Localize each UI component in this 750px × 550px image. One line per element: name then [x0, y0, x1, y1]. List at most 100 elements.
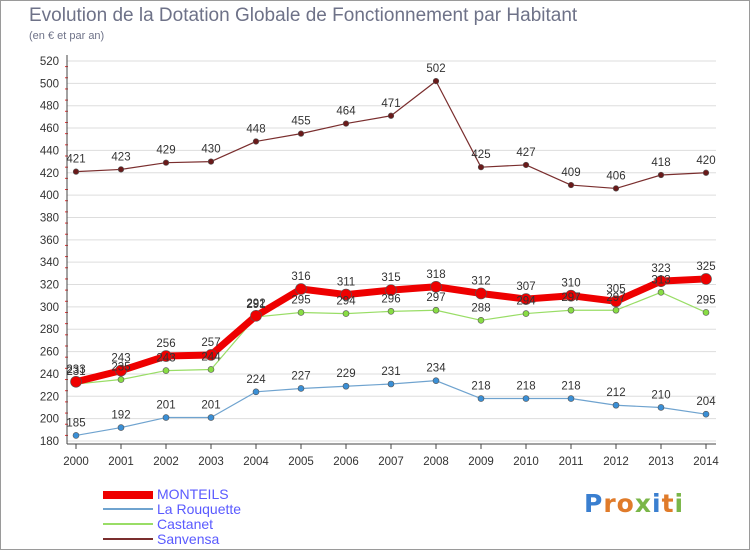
y-tick-label: 280 — [40, 324, 59, 336]
data-label-monteils: 305 — [606, 283, 625, 295]
data-point-sanvensa — [522, 161, 530, 169]
data-point-castanet — [162, 367, 170, 374]
data-point-monteils — [340, 288, 352, 301]
data-point-la-rouquette — [657, 404, 665, 411]
data-label-monteils: 243 — [111, 353, 130, 365]
data-point-sanvensa — [477, 164, 485, 171]
data-label-monteils: 307 — [516, 281, 535, 293]
y-tick-label: 400 — [40, 190, 59, 202]
legend-swatch-castanet — [103, 523, 153, 525]
data-point-sanvensa — [657, 171, 665, 179]
x-tick-label: 2001 — [108, 456, 134, 468]
data-label-castanet: 297 — [606, 292, 625, 304]
data-point-monteils — [475, 287, 487, 300]
x-tick-label: 2003 — [198, 456, 224, 468]
data-point-castanet — [477, 316, 485, 324]
y-tick-label: 340 — [40, 257, 59, 269]
data-point-la-rouquette — [162, 414, 170, 421]
data-point-castanet — [117, 376, 125, 383]
data-label-la-rouquette: 210 — [651, 389, 670, 401]
data-label-castanet: 313 — [651, 274, 670, 286]
data-point-monteils — [295, 283, 307, 295]
data-label-castanet: 296 — [381, 293, 400, 305]
data-point-castanet — [702, 309, 710, 316]
data-label-la-rouquette: 212 — [606, 387, 625, 399]
y-tick-label: 200 — [40, 414, 59, 426]
y-tick-label: 380 — [40, 212, 59, 224]
data-label-monteils: 312 — [471, 275, 490, 287]
x-tick-label: 2010 — [513, 456, 539, 468]
y-tick-label: 260 — [40, 347, 59, 359]
data-point-la-rouquette — [297, 385, 305, 392]
x-tick-label: 2004 — [243, 456, 269, 468]
x-tick-label: 2007 — [378, 456, 404, 468]
data-point-sanvensa — [612, 185, 620, 192]
data-label-sanvensa: 406 — [606, 170, 625, 182]
data-point-sanvensa — [702, 169, 710, 176]
data-point-la-rouquette — [252, 388, 260, 396]
data-point-la-rouquette — [702, 410, 710, 418]
data-point-castanet — [432, 306, 440, 314]
data-label-monteils: 310 — [561, 278, 580, 290]
data-label-sanvensa: 430 — [201, 144, 220, 156]
legend-label-sanvensa: Sanvensa — [157, 531, 220, 547]
x-tick-label: 2005 — [288, 456, 314, 468]
data-label-castanet: 243 — [156, 353, 175, 365]
data-point-sanvensa — [432, 78, 440, 85]
data-point-la-rouquette — [567, 395, 575, 402]
data-point-sanvensa — [117, 166, 125, 173]
x-tick-label: 2013 — [648, 456, 674, 468]
data-point-monteils — [115, 364, 127, 377]
y-tick-label: 500 — [40, 78, 59, 90]
data-label-la-rouquette: 218 — [561, 381, 580, 393]
data-label-monteils: 292 — [246, 298, 265, 310]
y-tick-label: 480 — [40, 101, 59, 113]
y-tick-label: 220 — [40, 391, 59, 403]
data-label-castanet: 297 — [561, 292, 580, 304]
x-tick-label: 2008 — [423, 456, 449, 468]
data-label-monteils: 316 — [291, 271, 310, 283]
data-label-monteils: 315 — [381, 272, 400, 284]
y-tick-label: 440 — [40, 145, 59, 157]
data-point-castanet — [342, 310, 350, 317]
data-point-monteils — [160, 350, 172, 362]
data-label-castanet: 297 — [426, 292, 445, 304]
chart-title: Evolution de la Dotation Globale de Fonc… — [29, 5, 578, 26]
logo-letter: i — [652, 489, 662, 518]
data-point-monteils — [205, 349, 217, 361]
data-label-monteils: 325 — [696, 261, 715, 273]
data-point-monteils — [610, 295, 622, 308]
data-label-monteils: 318 — [426, 269, 445, 281]
chart-subtitle: (en € et par an) — [29, 30, 105, 42]
data-label-la-rouquette: 234 — [426, 363, 446, 375]
data-label-la-rouquette: 218 — [516, 381, 535, 393]
data-label-sanvensa: 418 — [651, 157, 670, 169]
logo-letter: o — [616, 489, 635, 518]
data-point-sanvensa — [342, 120, 350, 127]
data-point-la-rouquette — [207, 414, 215, 421]
legend-label-castanet: Castanet — [157, 516, 214, 532]
y-tick-label: 320 — [40, 280, 59, 292]
data-label-sanvensa: 420 — [696, 155, 715, 167]
data-point-la-rouquette — [612, 401, 620, 409]
data-label-sanvensa: 421 — [66, 154, 85, 166]
data-point-castanet — [567, 306, 575, 314]
data-point-monteils — [250, 310, 262, 322]
data-point-la-rouquette — [117, 424, 125, 431]
data-point-monteils — [700, 273, 712, 285]
x-tick-label: 2014 — [693, 456, 719, 468]
data-point-sanvensa — [297, 130, 305, 137]
logo-letter: t — [661, 489, 675, 518]
data-point-la-rouquette — [477, 395, 485, 402]
data-point-sanvensa — [207, 158, 215, 165]
data-point-castanet — [522, 310, 530, 317]
data-label-castanet: 288 — [471, 302, 490, 314]
data-point-castanet — [387, 308, 395, 315]
data-label-castanet: 235 — [111, 362, 130, 374]
legend-swatch-la-rouquette — [103, 508, 153, 510]
x-tick-label: 2012 — [603, 456, 629, 468]
data-label-sanvensa: 455 — [291, 116, 310, 128]
legend-label-monteils: MONTEILS — [157, 486, 229, 502]
data-point-monteils — [70, 375, 82, 388]
